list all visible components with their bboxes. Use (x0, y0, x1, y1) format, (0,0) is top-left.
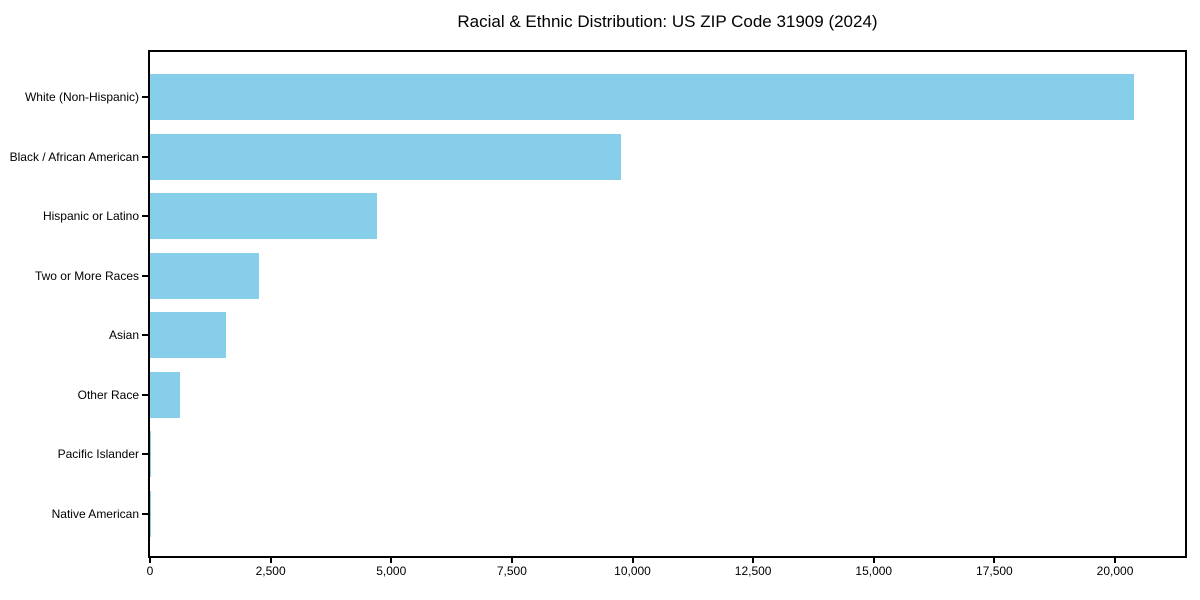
bar-black-african-american (150, 133, 622, 180)
bar-hispanic-or-latino (150, 193, 377, 239)
y-tick-mark (142, 453, 148, 455)
x-tick-label-10000: 10,000 (614, 564, 651, 578)
y-tick-mark (142, 155, 148, 158)
y-tick-label-black-african-american: Black / African American (9, 149, 139, 164)
y-tick-label-native-american: Native American (51, 506, 139, 521)
y-tick-mark (142, 274, 148, 277)
x-tick-mark (631, 558, 634, 563)
x-tick-mark (269, 558, 272, 563)
x-tick-label-7500: 7,500 (496, 564, 527, 578)
bar-other-race (150, 371, 181, 418)
y-tick-label-hispanic-or-latino: Hispanic or Latino (42, 209, 139, 223)
bar-asian (150, 312, 227, 358)
plot-area (148, 50, 1187, 558)
bar-pacific-islander (150, 431, 152, 477)
y-tick-label-white-non-hispanic: White (Non-Hispanic) (24, 90, 139, 104)
x-tick-label-5000: 5,000 (376, 564, 407, 578)
x-tick-mark (390, 558, 393, 563)
y-tick-mark (142, 96, 148, 98)
bar-white-non-hispanic (150, 74, 1135, 120)
x-tick-mark (872, 558, 875, 563)
x-tick-mark (993, 558, 996, 563)
y-tick-mark (142, 334, 148, 336)
x-tick-label-2500: 2,500 (255, 564, 286, 578)
x-tick-mark (1114, 558, 1117, 563)
x-tick-label-17500: 17,500 (976, 564, 1013, 578)
y-tick-mark (142, 393, 148, 396)
x-tick-label-15000: 15,000 (855, 564, 893, 578)
y-tick-mark (142, 512, 148, 515)
x-tick-label-0: 0 (146, 564, 154, 578)
y-tick-mark (142, 215, 148, 217)
y-tick-label-two-or-more-races: Two or More Races (34, 268, 139, 283)
y-tick-label-other-race: Other Race (77, 387, 139, 402)
x-tick-mark (149, 558, 151, 563)
chart-title: Racial & Ethnic Distribution: US ZIP Cod… (457, 12, 878, 31)
y-tick-label-asian: Asian (108, 328, 139, 342)
x-tick-label-12500: 12,500 (734, 564, 772, 578)
x-tick-mark (752, 558, 755, 563)
y-tick-label-pacific-islander: Pacific Islander (57, 447, 139, 461)
x-tick-mark (510, 558, 513, 563)
x-tick-label-20000: 20,000 (1096, 564, 1134, 578)
bar-two-or-more-races (150, 252, 259, 299)
